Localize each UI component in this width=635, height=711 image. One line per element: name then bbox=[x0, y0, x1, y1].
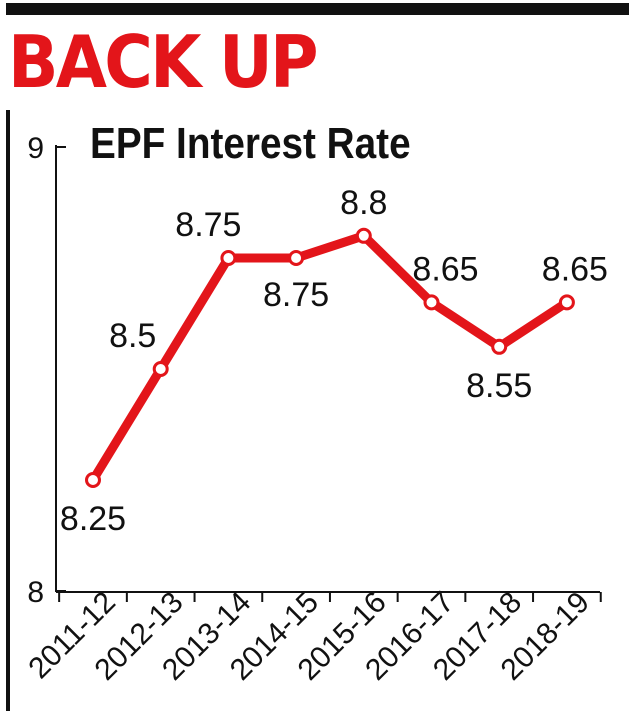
left-rule bbox=[6, 110, 10, 711]
data-label: 8.55 bbox=[466, 367, 532, 405]
data-label: 8.65 bbox=[542, 250, 608, 288]
data-point bbox=[85, 472, 101, 488]
top-rule bbox=[6, 3, 629, 15]
chart-title: EPF Interest Rate bbox=[90, 119, 411, 168]
y-tick-label: 9 bbox=[27, 132, 44, 165]
data-label: 8.5 bbox=[109, 317, 156, 355]
data-label: 8.65 bbox=[412, 250, 478, 288]
data-point bbox=[220, 250, 237, 266]
y-tick-label: 8 bbox=[27, 576, 44, 609]
data-point bbox=[152, 361, 169, 377]
headline: BACK UP bbox=[8, 20, 319, 104]
data-point bbox=[288, 250, 305, 266]
data-label: 8.8 bbox=[340, 184, 387, 222]
series-line bbox=[88, 231, 572, 485]
data-point bbox=[558, 294, 575, 311]
data-point bbox=[491, 338, 508, 355]
data-label: 8.75 bbox=[263, 276, 329, 314]
data-point bbox=[355, 227, 372, 244]
data-label: 8.75 bbox=[175, 206, 241, 244]
data-label: 8.25 bbox=[60, 500, 126, 538]
data-point bbox=[423, 294, 440, 311]
